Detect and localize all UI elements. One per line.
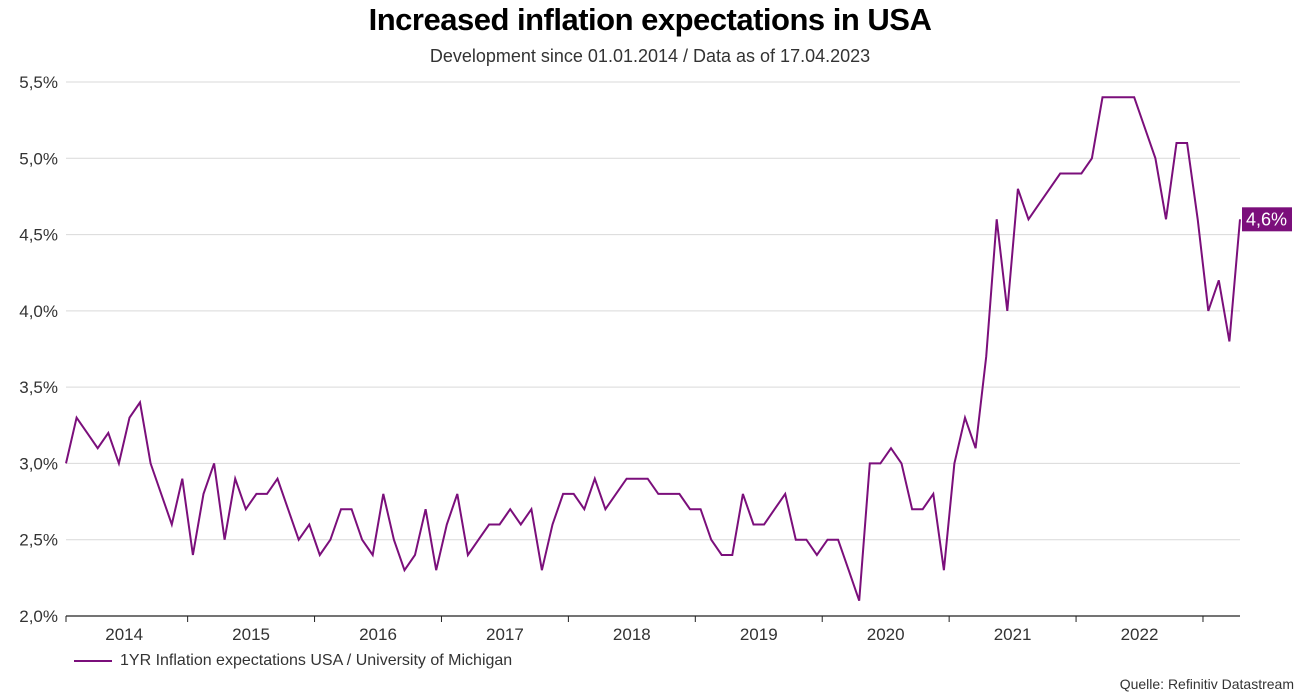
y-tick-label: 4,0% bbox=[19, 302, 58, 321]
source-note: Quelle: Refinitiv Datastream bbox=[1119, 676, 1294, 692]
last-value-label: 4,6% bbox=[1246, 209, 1287, 229]
x-tick-label: 2015 bbox=[232, 625, 270, 644]
x-tick-label: 2021 bbox=[994, 625, 1032, 644]
x-tick-label: 2022 bbox=[1121, 625, 1159, 644]
legend-swatch bbox=[74, 660, 112, 662]
x-tick-label: 2017 bbox=[486, 625, 524, 644]
legend: 1YR Inflation expectations USA / Univers… bbox=[74, 652, 512, 670]
last-value-badge bbox=[1242, 207, 1292, 232]
y-tick-label: 5,0% bbox=[19, 149, 58, 168]
x-tick-label: 2020 bbox=[867, 625, 905, 644]
y-tick-label: 3,5% bbox=[19, 378, 58, 397]
y-tick-label: 3,0% bbox=[19, 454, 58, 473]
annotations: 4,6% bbox=[1242, 207, 1292, 232]
x-tick-label: 2019 bbox=[740, 625, 778, 644]
chart-subtitle: Development since 01.01.2014 / Data as o… bbox=[429, 46, 871, 66]
x-tick-label: 2014 bbox=[105, 625, 143, 644]
y-tick-label: 2,0% bbox=[19, 607, 58, 626]
y-tick-label: 4,5% bbox=[19, 226, 58, 245]
x-tick-label: 2018 bbox=[613, 625, 651, 644]
y-axis: 2,0% 2,5% 3,0% 3,5% 4,0% 4,5% 5,0% 5,5% bbox=[19, 73, 58, 626]
y-tick-label: 2,5% bbox=[19, 531, 58, 550]
chart-title: Increased inflation expectations in USA bbox=[368, 2, 932, 37]
legend-label: 1YR Inflation expectations USA / Univers… bbox=[120, 652, 513, 669]
x-tick-label: 2016 bbox=[359, 625, 397, 644]
series-line bbox=[65, 96, 1241, 602]
y-tick-label: 5,5% bbox=[19, 73, 58, 92]
gridlines bbox=[66, 81, 1240, 541]
x-axis: 2014 2015 2016 2017 2018 2019 2020 2021 2022 bbox=[65, 615, 1240, 644]
series-group bbox=[65, 96, 1241, 602]
